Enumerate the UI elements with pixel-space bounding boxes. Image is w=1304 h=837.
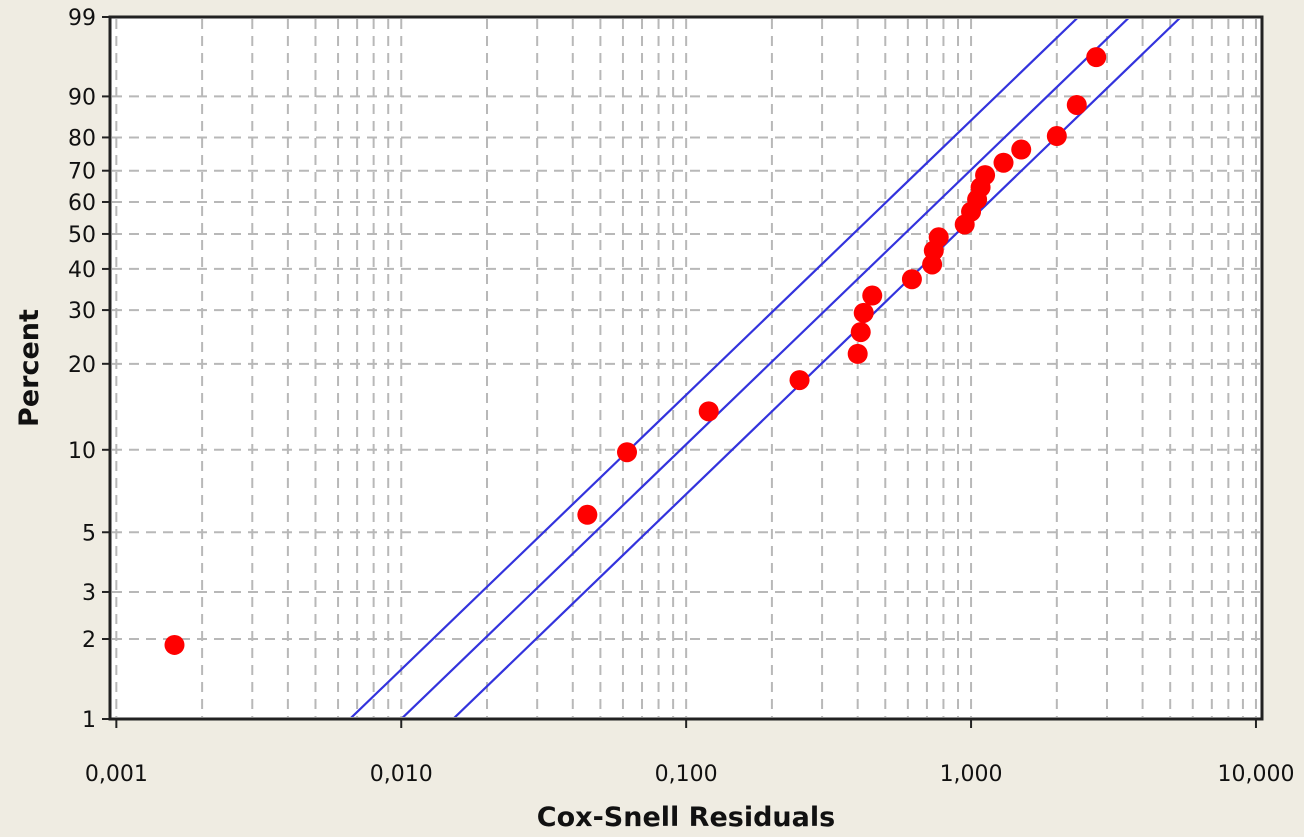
y-tick-label: 30: [68, 299, 96, 324]
data-point: [975, 165, 996, 186]
x-tick-label: 1,000: [940, 762, 1003, 787]
data-point: [164, 634, 185, 655]
y-tick-label: 99: [68, 6, 96, 31]
y-axis-ticks: 1 2 3 5 10 20 30 40 50 60 70 80 90 99: [68, 6, 110, 733]
x-tick-label: 0,001: [85, 762, 148, 787]
data-point: [853, 302, 874, 323]
data-point: [1066, 94, 1087, 115]
y-tick-label: 60: [68, 191, 96, 216]
gridlines: [112, 19, 1260, 717]
data-point: [862, 285, 883, 306]
data-points: [164, 47, 1107, 655]
x-tick-label: 0,010: [370, 762, 433, 787]
x-tick-label: 0,100: [655, 762, 718, 787]
y-tick-label: 40: [68, 258, 96, 283]
y-tick-label: 70: [68, 160, 96, 185]
data-point: [850, 322, 871, 343]
data-point: [928, 227, 949, 248]
x-axis-ticks: 0,001 0,010 0,100 1,000 10,000: [85, 719, 1294, 787]
y-tick-label: 2: [82, 628, 96, 653]
data-point: [993, 152, 1014, 173]
x-tick-label: 10,000: [1217, 762, 1294, 787]
data-point: [901, 269, 922, 290]
data-point: [1011, 139, 1032, 160]
y-axis-title: Percent: [14, 309, 45, 427]
fit-line: [350, 19, 1078, 717]
y-tick-label: 1: [82, 708, 96, 733]
data-point: [698, 401, 719, 422]
x-axis-title: Cox-Snell Residuals: [537, 802, 835, 833]
data-point: [1086, 47, 1107, 68]
y-tick-label: 5: [82, 521, 96, 546]
y-tick-label: 80: [68, 126, 96, 151]
data-point: [577, 504, 598, 525]
y-tick-label: 90: [68, 85, 96, 110]
y-tick-label: 3: [82, 581, 96, 606]
fit-line: [401, 19, 1130, 717]
data-point: [1046, 126, 1067, 147]
y-tick-label: 50: [68, 223, 96, 248]
y-tick-label: 10: [68, 439, 96, 464]
data-point: [847, 343, 868, 364]
y-tick-label: 20: [68, 353, 96, 378]
data-point: [789, 370, 810, 391]
data-point: [617, 442, 638, 463]
